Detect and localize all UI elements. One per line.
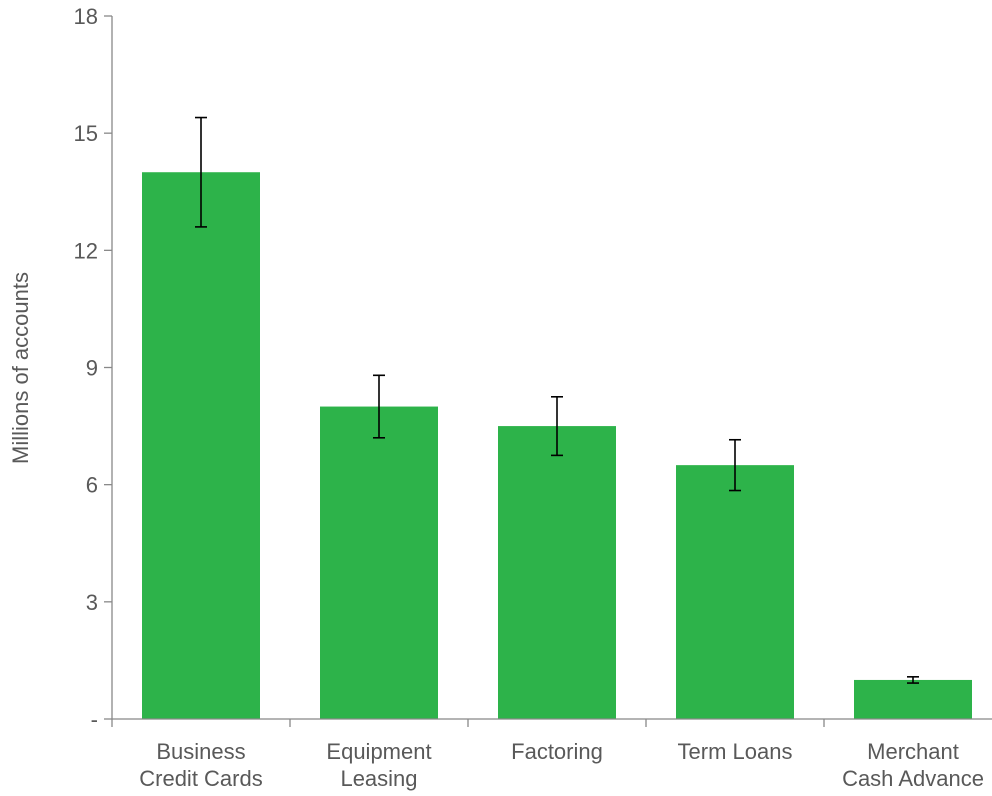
y-ticks-group: - 3 6 9 12 15 18 [74,4,112,732]
x-ticks-group [111,719,825,727]
x-category-label: Business Credit Cards [139,739,262,791]
y-tick-label: 18 [74,4,98,29]
bar [498,426,616,719]
y-tick-label: 9 [86,356,98,381]
error-bars-group [195,116,919,684]
y-tick-label: 15 [74,121,98,146]
y-axis-title: Millions of accounts [8,272,33,464]
x-category-label: Merchant Cash Advance [842,739,984,791]
bar [854,679,972,719]
y-tick-label: 12 [74,238,98,263]
bar [320,406,438,719]
bar [676,465,794,719]
x-category-label: Equipment Leasing [326,739,431,791]
y-tick-label: 3 [86,590,98,615]
x-category-label: Term Loans [678,739,793,764]
x-labels-group: Business Credit Cards Equipment Leasing Fact… [139,739,984,791]
x-category-label: Factoring [511,739,603,764]
y-tick-label: - [91,707,98,732]
y-tick-label: 6 [86,473,98,498]
bar [142,172,260,719]
bars-group [142,172,972,719]
